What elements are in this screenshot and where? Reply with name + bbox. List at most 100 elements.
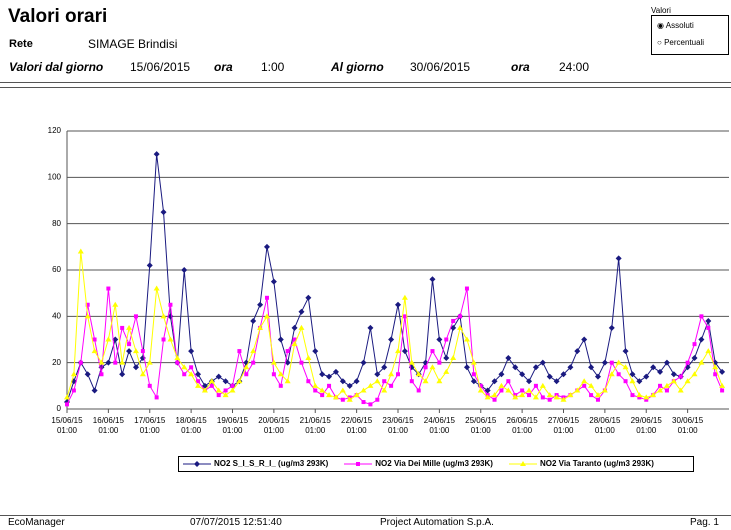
marker [181, 267, 188, 273]
marker [540, 395, 545, 400]
legend-swatch [344, 462, 373, 466]
marker [167, 336, 174, 342]
legend-label: NO2 Via Dei Mille (ug/m3 293K) [375, 459, 493, 468]
marker [430, 349, 435, 354]
radio-option[interactable]: ○ Percentuali [657, 38, 705, 47]
radio-label: Assoluti [665, 21, 694, 30]
radio-label: Percentuali [664, 38, 705, 47]
marker [629, 371, 636, 378]
marker [395, 348, 401, 354]
marker [360, 359, 367, 366]
marker [429, 364, 436, 370]
marker [298, 324, 305, 330]
marker [277, 336, 284, 343]
marker [175, 360, 180, 365]
marker [112, 336, 119, 343]
marker [174, 355, 181, 361]
marker [119, 359, 126, 365]
series-line [66, 251, 723, 401]
marker [712, 364, 719, 370]
x-tick-label: 17/06/15 01:00 [134, 416, 166, 435]
marker [698, 336, 705, 343]
marker [92, 337, 97, 342]
marker [326, 392, 333, 398]
footer-text: Project Automation S.p.A. [380, 517, 494, 528]
marker [389, 383, 394, 388]
marker [71, 388, 76, 393]
marker [132, 348, 139, 354]
y-tick-label: 20 [52, 358, 61, 367]
marker [381, 364, 388, 371]
marker [699, 314, 704, 319]
marker [78, 360, 83, 365]
marker [244, 372, 249, 377]
marker [698, 359, 705, 365]
marker [526, 387, 533, 393]
marker [388, 371, 395, 377]
marker [132, 364, 139, 371]
marker [546, 373, 553, 380]
marker [375, 397, 380, 402]
marker [470, 359, 477, 365]
marker [339, 378, 346, 385]
marker [312, 348, 319, 355]
x-tick-label: 29/06/15 01:00 [631, 416, 663, 435]
marker [291, 341, 298, 347]
marker [416, 388, 421, 393]
marker [270, 278, 277, 285]
marker [229, 387, 236, 393]
marker [691, 371, 698, 377]
marker [589, 393, 594, 398]
marker [277, 371, 284, 377]
marker [574, 348, 581, 355]
marker [415, 371, 422, 377]
series [64, 248, 726, 402]
marker [471, 372, 476, 377]
marker [161, 337, 166, 342]
marker [271, 372, 276, 377]
marker [443, 355, 450, 362]
marker [616, 372, 621, 377]
marker [477, 387, 484, 393]
radio-option[interactable]: ◉ Assoluti [657, 21, 694, 30]
options-box: ◉ Assoluti ○ Percentuali [651, 15, 729, 55]
marker [678, 374, 683, 379]
marker [360, 387, 367, 393]
legend-label: NO2 S_I_S_R_I_ (ug/m3 293K) [214, 459, 329, 468]
marker [91, 387, 98, 394]
marker [215, 373, 222, 380]
marker [99, 372, 104, 377]
marker [637, 395, 642, 400]
x-tick-label: 25/06/15 01:00 [465, 416, 497, 435]
marker [154, 395, 159, 400]
marker [257, 301, 264, 308]
title: Valori orari [8, 6, 108, 27]
marker [408, 359, 415, 365]
marker [84, 371, 91, 378]
marker [519, 371, 526, 378]
marker [512, 394, 519, 400]
legend-swatch [183, 461, 211, 467]
marker [499, 388, 504, 393]
marker [629, 378, 636, 384]
marker [382, 379, 387, 384]
marker [251, 360, 256, 365]
marker [594, 373, 601, 380]
marker [574, 387, 581, 393]
marker [201, 387, 208, 393]
value: 24:00 [559, 60, 590, 74]
marker [106, 286, 111, 291]
marker [553, 378, 560, 385]
marker [705, 348, 712, 354]
marker [588, 382, 595, 388]
marker [560, 371, 567, 378]
marker [127, 342, 132, 347]
footer-text: 07/07/2015 12:51:40 [190, 517, 282, 528]
marker [444, 337, 449, 342]
marker [105, 336, 112, 342]
marker [630, 393, 635, 398]
marker [491, 378, 498, 385]
marker [608, 324, 615, 331]
marker [189, 365, 194, 370]
